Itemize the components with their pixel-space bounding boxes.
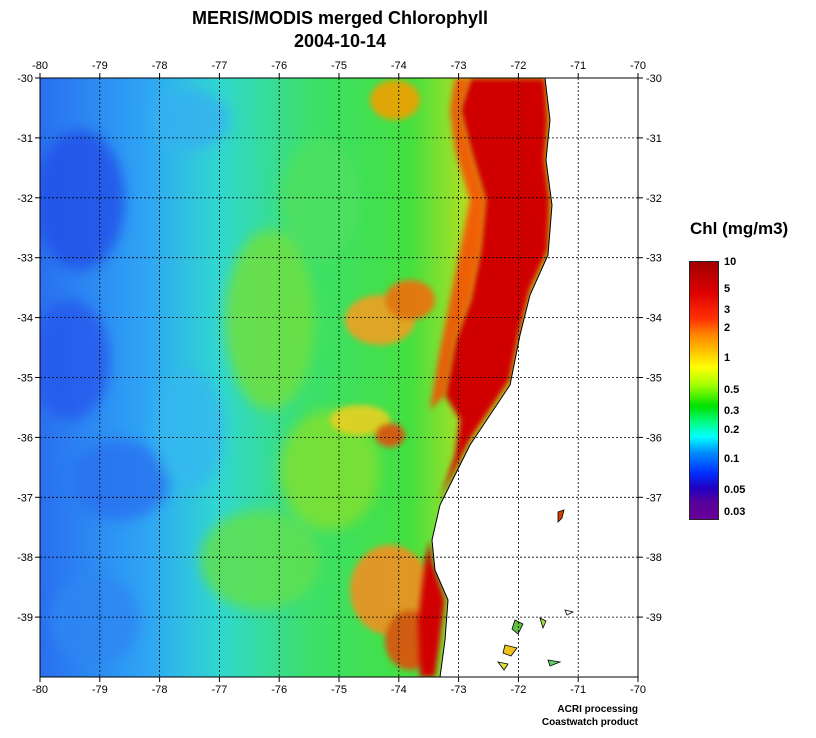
x-tick-label-bottom: -79 (92, 684, 108, 696)
y-tick-label-left: -33 (17, 253, 33, 265)
y-tick-label-right: -30 (646, 73, 662, 85)
x-tick-label-top: -72 (510, 60, 526, 72)
x-tick-label-top: -74 (391, 60, 407, 72)
x-tick-label-top: -80 (32, 60, 48, 72)
credit-product: Coastwatch product (541, 717, 638, 728)
y-tick-label-left: -37 (17, 492, 33, 504)
y-tick-label-right: -31 (646, 133, 662, 145)
x-tick-label-bottom: -76 (271, 684, 287, 696)
y-tick-label-right: -36 (646, 432, 662, 444)
y-tick-label-right: -34 (646, 313, 662, 325)
map-title: MERIS/MODIS merged Chlorophyll (191, 8, 489, 28)
x-tick-label-bottom: -77 (211, 684, 227, 696)
axis-labels: -80 -80 -79 -79 -78 -78 -77 -77 -76 -76 -75 -75 -74 -… (17, 60, 662, 696)
y-tick-label-left: -39 (17, 612, 33, 624)
y-tick-label-right: -39 (646, 612, 662, 624)
colorbar-tick-label: 0.3 (724, 405, 740, 417)
y-tick-label-left: -30 (17, 73, 33, 85)
x-tick-label-top: -70 (630, 60, 646, 72)
x-tick-label-bottom: -80 (32, 684, 48, 696)
y-tick-label-left: -34 (17, 313, 33, 325)
y-tick-label-right: -33 (646, 253, 662, 265)
x-tick-label-top: -75 (331, 60, 347, 72)
x-tick-label-top: -79 (92, 60, 108, 72)
x-tick-label-bottom: -71 (570, 684, 586, 696)
axis-ticks (35, 73, 643, 682)
y-tick-label-left: -35 (17, 373, 33, 385)
y-tick-label-left: -32 (17, 193, 33, 205)
colorbar (689, 261, 719, 520)
x-tick-label-bottom: -78 (152, 684, 168, 696)
y-tick-label-left: -38 (17, 552, 33, 564)
colorbar-tick-label: 0.5 (724, 384, 740, 396)
x-tick-label-bottom: -74 (391, 684, 407, 696)
x-tick-label-top: -73 (451, 60, 467, 72)
credit-processing: ACRI processing (557, 704, 638, 715)
x-tick-label-bottom: -73 (451, 684, 467, 696)
chlorophyll-field (40, 78, 638, 677)
colorbar-tick-label: 1 (724, 352, 731, 364)
x-tick-label-top: -76 (271, 60, 287, 72)
map-date: 2004-10-14 (293, 31, 387, 51)
colorbar-tick-label: 2 (724, 322, 731, 334)
colorbar-tick-label: 0.03 (724, 506, 746, 518)
x-tick-label-bottom: -75 (331, 684, 347, 696)
x-tick-label-top: -71 (570, 60, 586, 72)
x-tick-label-top: -77 (211, 60, 227, 72)
colorbar-tick-label: 10 (724, 256, 737, 268)
y-tick-label-right: -35 (646, 373, 662, 385)
colorbar-tick-label: 0.1 (724, 453, 740, 465)
x-tick-label-bottom: -72 (510, 684, 526, 696)
y-tick-label-left: -36 (17, 432, 33, 444)
x-tick-label-top: -78 (152, 60, 168, 72)
x-tick-label-bottom: -70 (630, 684, 646, 696)
colorbar-title: Chl (mg/m3) (690, 219, 789, 238)
colorbar-tick-label: 5 (724, 283, 731, 295)
y-tick-label-left: -31 (17, 133, 33, 145)
y-tick-label-right: -37 (646, 492, 662, 504)
colorbar-tick-label: 0.05 (724, 484, 746, 496)
y-tick-label-right: -38 (646, 552, 662, 564)
colorbar-tick-label: 3 (724, 304, 731, 316)
y-tick-label-right: -32 (646, 193, 662, 205)
colorbar-tick-label: 0.2 (724, 424, 740, 436)
